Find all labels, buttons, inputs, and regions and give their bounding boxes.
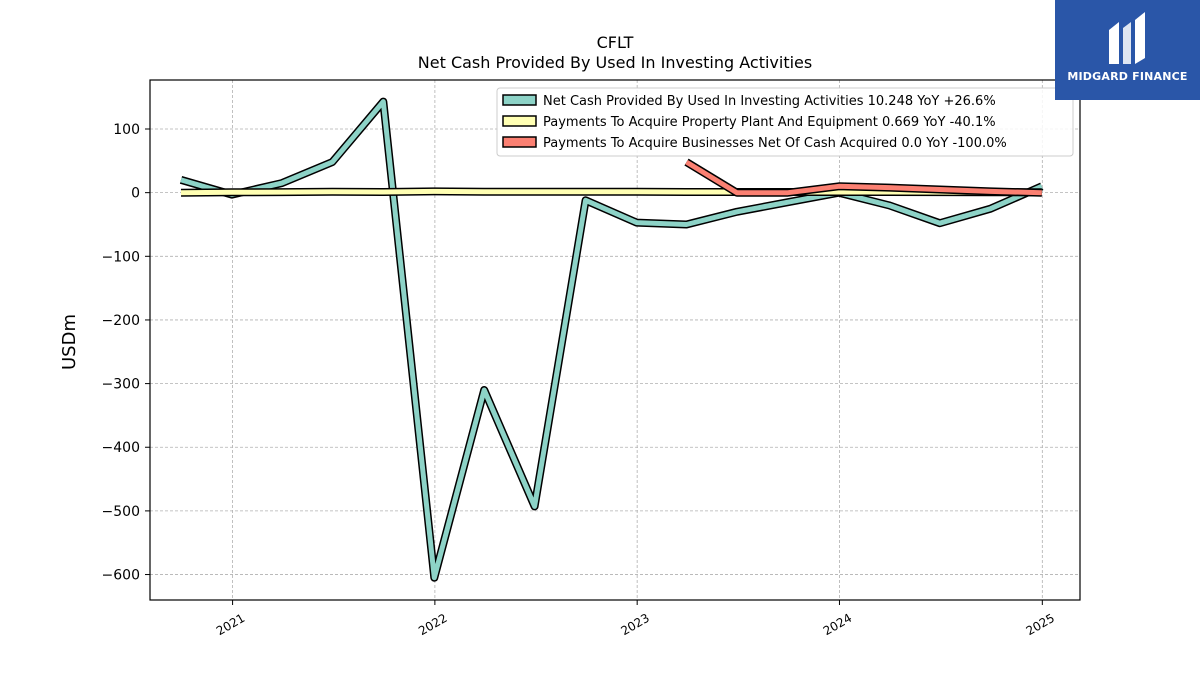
y-tick-label: −400 xyxy=(102,440,140,456)
midgard-finance-logo: MIDGARD FINANCE xyxy=(1055,0,1200,100)
chart-subtitle: Net Cash Provided By Used In Investing A… xyxy=(418,53,812,72)
logo-mark-icon xyxy=(1109,12,1145,64)
y-tick-label: −500 xyxy=(102,504,140,520)
legend-entry: Payments To Acquire Businesses Net Of Ca… xyxy=(543,136,1007,151)
logo-text: MIDGARD FINANCE xyxy=(1067,70,1188,83)
legend: Net Cash Provided By Used In Investing A… xyxy=(496,87,1074,157)
series-line-net-cash-provided-by-used-in-investing-activities xyxy=(180,99,1043,581)
y-tick-label: 0 xyxy=(131,186,140,202)
y-tick-label: −300 xyxy=(102,377,140,393)
legend-swatch xyxy=(502,136,537,148)
legend-entry: Payments To Acquire Property Plant And E… xyxy=(543,115,996,130)
y-tick-label: −200 xyxy=(102,313,140,329)
series-line-payments-to-acquire-property-plant-and-equipment xyxy=(180,188,1042,196)
chart-title: CFLT xyxy=(597,33,634,52)
series-line-payments-to-acquire-businesses-net-of-cash-acquired xyxy=(685,159,1042,196)
y-tick-label: 100 xyxy=(113,122,140,138)
y-axis-label: USDm xyxy=(59,314,80,370)
axes: 100 0 −100 −200 −300 −400 −500 −600 2021 2022 2023… xyxy=(102,122,1057,638)
plot-frame xyxy=(149,79,1081,601)
series-lines xyxy=(179,97,1044,582)
x-tick-label: 2024 xyxy=(821,611,854,638)
legend-entry: Net Cash Provided By Used In Investing A… xyxy=(543,94,996,109)
gridlines xyxy=(150,80,1080,600)
legend-swatch xyxy=(502,94,537,106)
x-tick-label: 2025 xyxy=(1024,611,1057,638)
x-tick-label: 2023 xyxy=(618,611,651,638)
x-tick-label: 2021 xyxy=(214,611,247,638)
legend-swatch xyxy=(502,115,537,127)
legend-box xyxy=(496,87,1074,157)
x-tick-label: 2022 xyxy=(416,611,449,638)
y-tick-label: −100 xyxy=(102,249,140,265)
y-tick-label: −600 xyxy=(102,568,140,584)
